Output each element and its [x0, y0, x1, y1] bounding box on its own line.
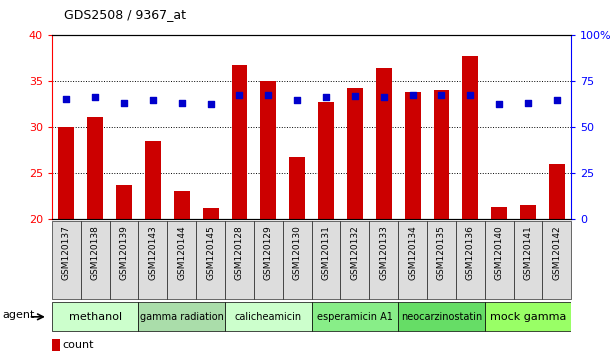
Point — [552, 97, 562, 103]
Point — [350, 93, 360, 99]
FancyBboxPatch shape — [543, 221, 571, 299]
Point — [119, 100, 129, 105]
Point — [466, 92, 475, 98]
Point — [206, 101, 216, 106]
Bar — [260, 81, 276, 219]
Text: GSM120142: GSM120142 — [552, 225, 562, 280]
FancyBboxPatch shape — [427, 221, 456, 299]
Bar — [289, 157, 305, 219]
Text: GDS2508 / 9367_at: GDS2508 / 9367_at — [64, 8, 186, 21]
Text: GSM120139: GSM120139 — [120, 225, 128, 280]
FancyBboxPatch shape — [312, 302, 398, 331]
Bar — [347, 88, 363, 219]
FancyBboxPatch shape — [52, 221, 81, 299]
Text: GSM120132: GSM120132 — [350, 225, 359, 280]
Text: GSM120128: GSM120128 — [235, 225, 244, 280]
Point — [494, 101, 504, 106]
FancyBboxPatch shape — [139, 221, 167, 299]
Bar — [376, 68, 392, 219]
Bar — [318, 102, 334, 219]
FancyBboxPatch shape — [514, 221, 543, 299]
Text: GSM120143: GSM120143 — [148, 225, 158, 280]
Text: GSM120135: GSM120135 — [437, 225, 446, 280]
Text: GSM120141: GSM120141 — [524, 225, 533, 280]
Text: GSM120134: GSM120134 — [408, 225, 417, 280]
Bar — [549, 164, 565, 219]
Point — [148, 97, 158, 103]
Bar — [52, 338, 60, 350]
Point — [523, 100, 533, 105]
FancyBboxPatch shape — [225, 302, 312, 331]
FancyBboxPatch shape — [283, 221, 312, 299]
FancyBboxPatch shape — [398, 302, 485, 331]
FancyBboxPatch shape — [456, 221, 485, 299]
FancyBboxPatch shape — [340, 221, 369, 299]
Bar — [520, 205, 536, 219]
Text: GSM120137: GSM120137 — [62, 225, 71, 280]
Text: GSM120129: GSM120129 — [264, 225, 273, 280]
FancyBboxPatch shape — [167, 221, 196, 299]
FancyBboxPatch shape — [81, 221, 109, 299]
Text: gamma radiation: gamma radiation — [140, 312, 224, 322]
Point — [90, 94, 100, 100]
Bar — [145, 141, 161, 219]
FancyBboxPatch shape — [109, 221, 139, 299]
FancyBboxPatch shape — [485, 302, 571, 331]
Bar — [203, 207, 219, 219]
Point — [263, 92, 273, 98]
FancyBboxPatch shape — [485, 221, 514, 299]
FancyBboxPatch shape — [312, 221, 340, 299]
Text: GSM120131: GSM120131 — [321, 225, 331, 280]
Text: GSM120130: GSM120130 — [293, 225, 302, 280]
FancyBboxPatch shape — [254, 221, 283, 299]
Point — [379, 94, 389, 100]
Text: count: count — [63, 339, 94, 350]
Bar — [404, 92, 420, 219]
FancyBboxPatch shape — [398, 221, 427, 299]
Bar — [434, 90, 449, 219]
Text: GSM120133: GSM120133 — [379, 225, 388, 280]
Bar — [174, 191, 189, 219]
FancyBboxPatch shape — [52, 302, 139, 331]
Text: GSM120145: GSM120145 — [206, 225, 215, 280]
Bar — [87, 117, 103, 219]
Bar — [232, 65, 247, 219]
Bar — [463, 56, 478, 219]
Text: mock gamma: mock gamma — [490, 312, 566, 322]
Bar — [491, 207, 507, 219]
Text: calicheamicin: calicheamicin — [235, 312, 302, 322]
Text: methanol: methanol — [68, 312, 122, 322]
Text: GSM120144: GSM120144 — [177, 225, 186, 280]
FancyBboxPatch shape — [369, 221, 398, 299]
Point — [408, 92, 417, 98]
Bar — [59, 127, 75, 219]
FancyBboxPatch shape — [139, 302, 225, 331]
Point — [321, 94, 331, 100]
FancyBboxPatch shape — [225, 221, 254, 299]
Text: GSM120140: GSM120140 — [495, 225, 503, 280]
Point — [292, 97, 302, 103]
Point — [62, 96, 71, 102]
Point — [235, 92, 244, 98]
Point — [437, 92, 447, 98]
Text: esperamicin A1: esperamicin A1 — [317, 312, 393, 322]
Text: neocarzinostatin: neocarzinostatin — [401, 312, 482, 322]
Text: GSM120136: GSM120136 — [466, 225, 475, 280]
FancyBboxPatch shape — [196, 221, 225, 299]
Bar — [116, 185, 132, 219]
Text: agent: agent — [2, 310, 35, 320]
Point — [177, 100, 187, 105]
Text: GSM120138: GSM120138 — [90, 225, 100, 280]
